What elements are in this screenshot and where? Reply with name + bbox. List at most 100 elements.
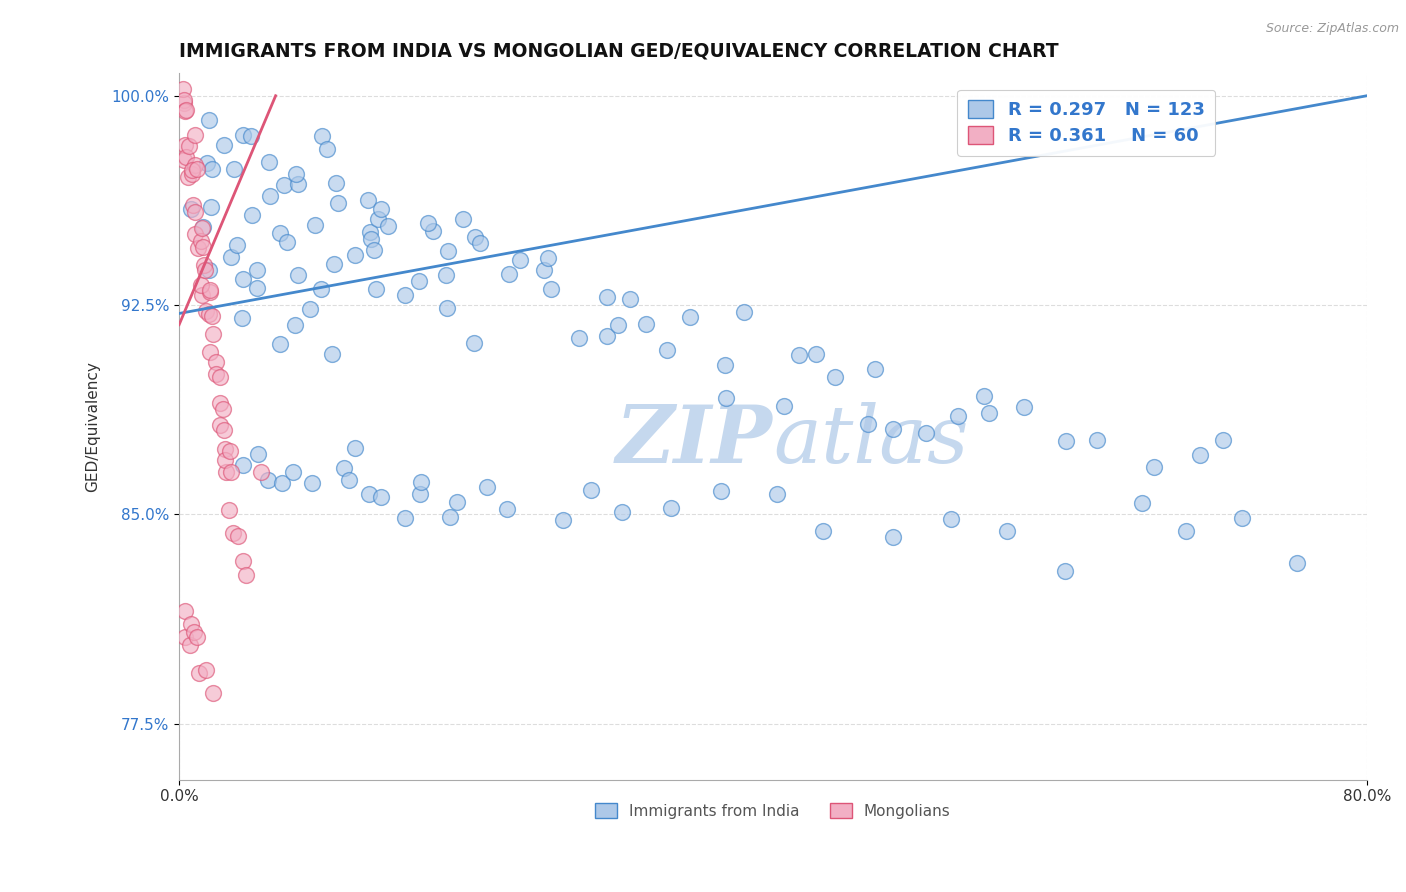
Point	[437, 244, 460, 258]
Point	[202, 686, 225, 700]
Point	[174, 103, 197, 117]
Point	[316, 142, 339, 156]
Point	[1012, 400, 1035, 414]
Point	[218, 503, 240, 517]
Point	[394, 511, 416, 525]
Point	[257, 154, 280, 169]
Point	[772, 400, 794, 414]
Text: Source: ZipAtlas.com: Source: ZipAtlas.com	[1265, 22, 1399, 36]
Point	[179, 138, 201, 153]
Point	[269, 226, 291, 240]
Point	[422, 224, 444, 238]
Point	[343, 248, 366, 262]
Point	[257, 473, 280, 487]
Point	[536, 252, 558, 266]
Point	[176, 150, 198, 164]
Point	[408, 487, 430, 501]
Point	[463, 336, 485, 351]
Point	[214, 442, 236, 457]
Point	[619, 292, 641, 306]
Point	[298, 302, 321, 317]
Point	[367, 211, 389, 226]
Point	[276, 235, 298, 249]
Point	[219, 444, 242, 458]
Point	[509, 253, 531, 268]
Point	[304, 218, 326, 232]
Point	[231, 311, 253, 326]
Point	[188, 666, 211, 681]
Point	[659, 501, 682, 516]
Point	[180, 202, 202, 216]
Point	[249, 465, 271, 479]
Point	[357, 193, 380, 207]
Point	[176, 170, 198, 185]
Point	[370, 202, 392, 216]
Point	[179, 638, 201, 652]
Point	[716, 392, 738, 406]
Point	[581, 483, 603, 497]
Point	[596, 328, 619, 343]
Point	[246, 262, 269, 277]
Point	[198, 345, 221, 359]
Point	[343, 441, 366, 455]
Point	[475, 480, 498, 494]
Point	[226, 238, 249, 252]
Point	[219, 465, 242, 479]
Point	[201, 326, 224, 341]
Point	[359, 225, 381, 239]
Point	[1054, 564, 1077, 578]
Point	[941, 512, 963, 526]
Point	[180, 616, 202, 631]
Point	[1212, 433, 1234, 447]
Point	[259, 189, 281, 203]
Point	[766, 487, 789, 501]
Point	[240, 208, 263, 222]
Point	[284, 318, 307, 333]
Point	[200, 200, 222, 214]
Point	[533, 263, 555, 277]
Point	[184, 205, 207, 219]
Point	[713, 358, 735, 372]
Point	[811, 524, 834, 538]
Point	[214, 423, 236, 437]
Point	[973, 389, 995, 403]
Point	[193, 258, 215, 272]
Text: IMMIGRANTS FROM INDIA VS MONGOLIAN GED/EQUIVALENCY CORRELATION CHART: IMMIGRANTS FROM INDIA VS MONGOLIAN GED/E…	[179, 42, 1059, 61]
Point	[173, 95, 195, 110]
Point	[464, 229, 486, 244]
Point	[271, 475, 294, 490]
Point	[787, 348, 810, 362]
Point	[186, 161, 208, 176]
Point	[804, 347, 827, 361]
Text: atlas: atlas	[773, 402, 969, 479]
Point	[205, 367, 228, 381]
Point	[1188, 448, 1211, 462]
Point	[451, 212, 474, 227]
Point	[655, 343, 678, 357]
Point	[636, 317, 658, 331]
Point	[198, 113, 221, 128]
Point	[198, 307, 221, 321]
Point	[824, 370, 846, 384]
Point	[865, 362, 887, 376]
Point	[434, 268, 457, 283]
Point	[325, 176, 347, 190]
Point	[733, 305, 755, 319]
Point	[180, 167, 202, 181]
Point	[882, 422, 904, 436]
Point	[882, 530, 904, 544]
Point	[596, 290, 619, 304]
Point	[416, 216, 439, 230]
Point	[212, 401, 235, 416]
Point	[946, 409, 969, 424]
Point	[360, 232, 382, 246]
Point	[311, 128, 333, 143]
Point	[269, 337, 291, 351]
Point	[186, 630, 208, 644]
Point	[212, 138, 235, 153]
Point	[174, 103, 197, 118]
Point	[366, 282, 388, 296]
Point	[551, 513, 574, 527]
Point	[183, 128, 205, 143]
Point	[247, 446, 270, 460]
